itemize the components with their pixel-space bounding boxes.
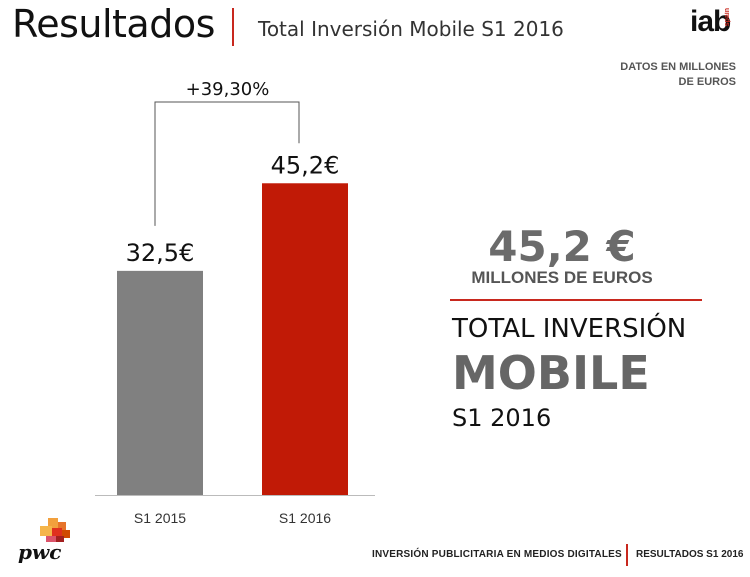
growth-label: +39,30% [186,79,270,100]
page-title: Resultados [12,2,215,46]
footer-divider [626,544,628,566]
x-tick-label: S1 2015 [134,510,186,526]
title-divider [232,8,234,46]
iab-logo-sub: spain [724,8,731,27]
page-subtitle: Total Inversión Mobile S1 2016 [258,17,564,41]
bar-chart: 32,5€ S1 2015 45,2€ S1 2016 +39,30% [95,79,375,526]
bar-s1-2015 [117,270,203,495]
kpi-value: 45,2 € [488,222,636,271]
bar-value-label: 32,5€ [126,239,195,267]
growth-bracket [154,101,300,226]
units-note: DATOS EN MILLONES DE EUROS [620,61,736,88]
footer-section: RESULTADOS S1 2016 [636,549,744,560]
bar-s1-2016 [262,183,348,495]
pwc-logo-icon [40,518,70,542]
kpi-label-period: S1 2016 [452,404,552,432]
pwc-logo-text: pwc [18,540,62,564]
kpi-label-total: TOTAL INVERSIÓN [452,314,687,344]
x-tick-label: S1 2016 [279,510,331,526]
kpi-label-mobile: MOBILE [452,346,650,400]
footer-report-name: INVERSIÓN PUBLICITARIA EN MEDIOS DIGITAL… [372,549,622,560]
iab-logo: iab [690,5,731,38]
kpi-unit: MILLONES DE EUROS [471,268,653,287]
bar-value-label: 45,2€ [271,151,340,179]
kpi-divider [450,299,702,301]
